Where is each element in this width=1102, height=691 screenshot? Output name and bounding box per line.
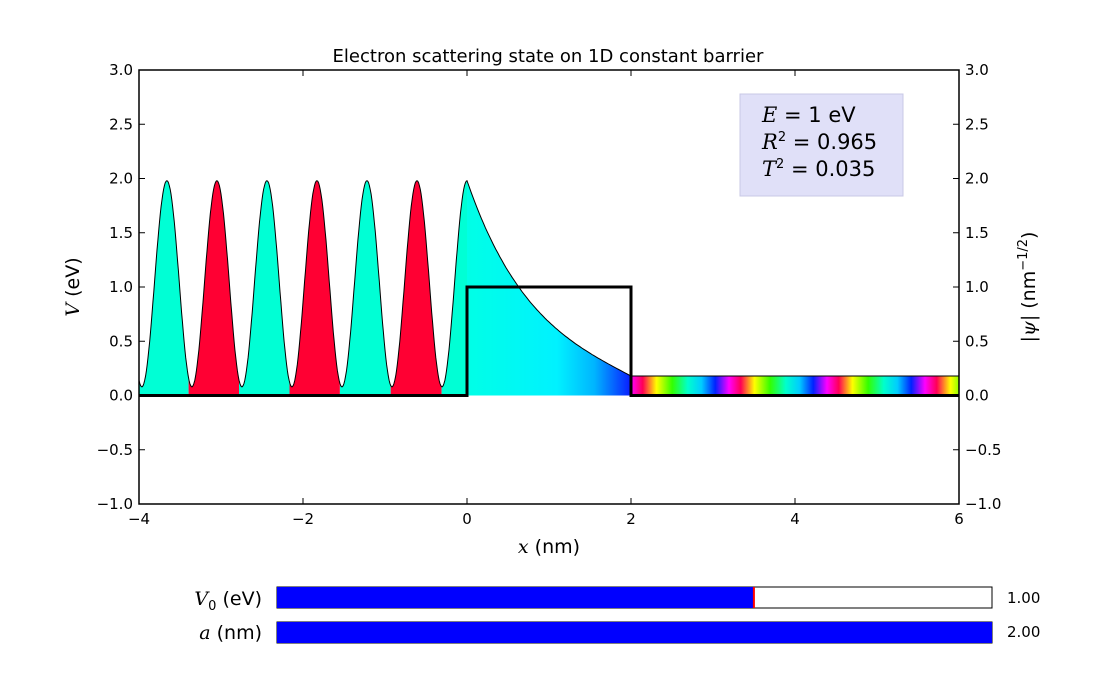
y-tick-label-right: 1.5 [965,224,989,242]
x-tick-label: 4 [790,510,800,528]
slider-v0-fill[interactable] [277,587,754,608]
x-tick-label: 2 [626,510,636,528]
chart-title: Electron scattering state on 1D constant… [333,46,764,67]
y-tick-label-left: 2.5 [109,115,133,133]
plot-area [139,181,959,396]
y-tick-label-right: 2.0 [965,170,989,188]
wave-lobe [239,181,290,396]
slider-a[interactable]: a (nm) 2.00 [199,622,1040,644]
y-axis-label-right: |ψ| (nm−1/2) [1016,232,1040,343]
y-tick-label-left: −0.5 [97,441,133,459]
slider-a-label: a (nm) [199,622,262,644]
y-tick-label-right: 2.5 [965,115,989,133]
x-tick-label: 0 [462,510,472,528]
y-tick-label-right: 1.0 [965,278,989,296]
x-axis-label: x (nm) [518,536,580,558]
y-tick-label-left: 0.0 [109,387,133,405]
slider-v0-value: 1.00 [1007,589,1040,607]
wave-lobe [391,181,442,396]
slider-v0-label: V0 (eV) [194,588,262,614]
wave-lobe [189,181,239,396]
info-box: E = 1 eV R2 = 0.965 T2 = 0.035 [740,94,903,196]
y-tick-label-right: 0.0 [965,387,989,405]
y-tick-label-right: 0.5 [965,332,989,350]
wave-lobe [139,181,189,396]
y-axis-label-left: V (eV) [62,257,84,316]
y-tick-label-left: 1.0 [109,278,133,296]
slider-a-fill[interactable] [277,622,992,643]
energy-text: E = 1 eV [761,103,856,127]
y-tick-label-left: 2.0 [109,170,133,188]
y-tick-label-left: 1.5 [109,224,133,242]
transmitted-wave-fill [631,376,959,396]
x-tick-label: −2 [292,510,314,528]
y-tick-label-right: −1.0 [965,495,1001,513]
y-tick-label-left: −1.0 [97,495,133,513]
y-tick-label-left: 3.0 [109,61,133,79]
y-tick-label-left: 0.5 [109,332,133,350]
y-tick-label-right: −0.5 [965,441,1001,459]
slider-v0[interactable]: V0 (eV) 1.00 [194,587,1040,614]
slider-a-value: 2.00 [1007,623,1040,641]
x-tick-label: 6 [954,510,964,528]
y-tick-label-right: 3.0 [965,61,989,79]
